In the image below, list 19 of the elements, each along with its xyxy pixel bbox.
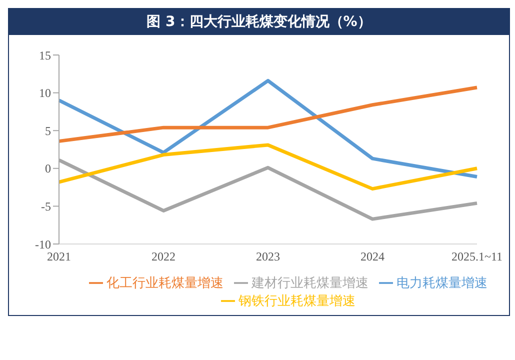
x-tick-label: 2024 xyxy=(360,250,384,264)
y-tick-label: -10 xyxy=(35,237,51,252)
y-tick-label: 15 xyxy=(39,48,51,62)
x-tick-label: 2025.1~11 xyxy=(451,250,503,264)
line-series xyxy=(57,78,479,178)
x-tick-label: 2021 xyxy=(47,250,71,264)
x-tick-label: 2023 xyxy=(256,250,280,264)
x-tick-label: 2022 xyxy=(152,250,176,264)
line-series xyxy=(57,86,479,143)
legend-label: 化工行业耗煤量增速 xyxy=(106,276,224,291)
chart-title: 图 3：四大行业耗煤变化情况（%） xyxy=(9,9,509,35)
line-series xyxy=(57,143,479,191)
y-tick-label: 10 xyxy=(39,86,51,100)
y-tick-label: -5 xyxy=(41,199,51,214)
legend-label: 电力耗煤量增速 xyxy=(396,276,488,291)
legend-label: 建材行业耗煤量增速 xyxy=(252,276,368,291)
y-tick-label: 0 xyxy=(45,162,51,176)
legend-label: 钢铁行业耗煤量增速 xyxy=(238,294,356,309)
y-tick-label: 5 xyxy=(45,124,51,138)
